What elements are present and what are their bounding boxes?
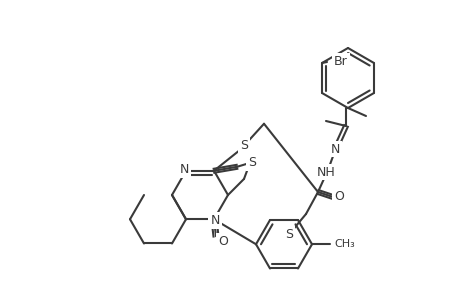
Text: N: N <box>330 142 339 155</box>
Text: NH: NH <box>316 166 335 178</box>
Text: O: O <box>333 190 343 203</box>
Text: S: S <box>247 156 256 170</box>
Text: S: S <box>240 139 247 152</box>
Text: Br: Br <box>333 55 347 68</box>
Text: S: S <box>285 227 292 241</box>
Text: O: O <box>218 235 228 248</box>
Text: N: N <box>210 214 219 227</box>
Text: CH₃: CH₃ <box>333 239 354 249</box>
Text: N: N <box>179 163 188 176</box>
